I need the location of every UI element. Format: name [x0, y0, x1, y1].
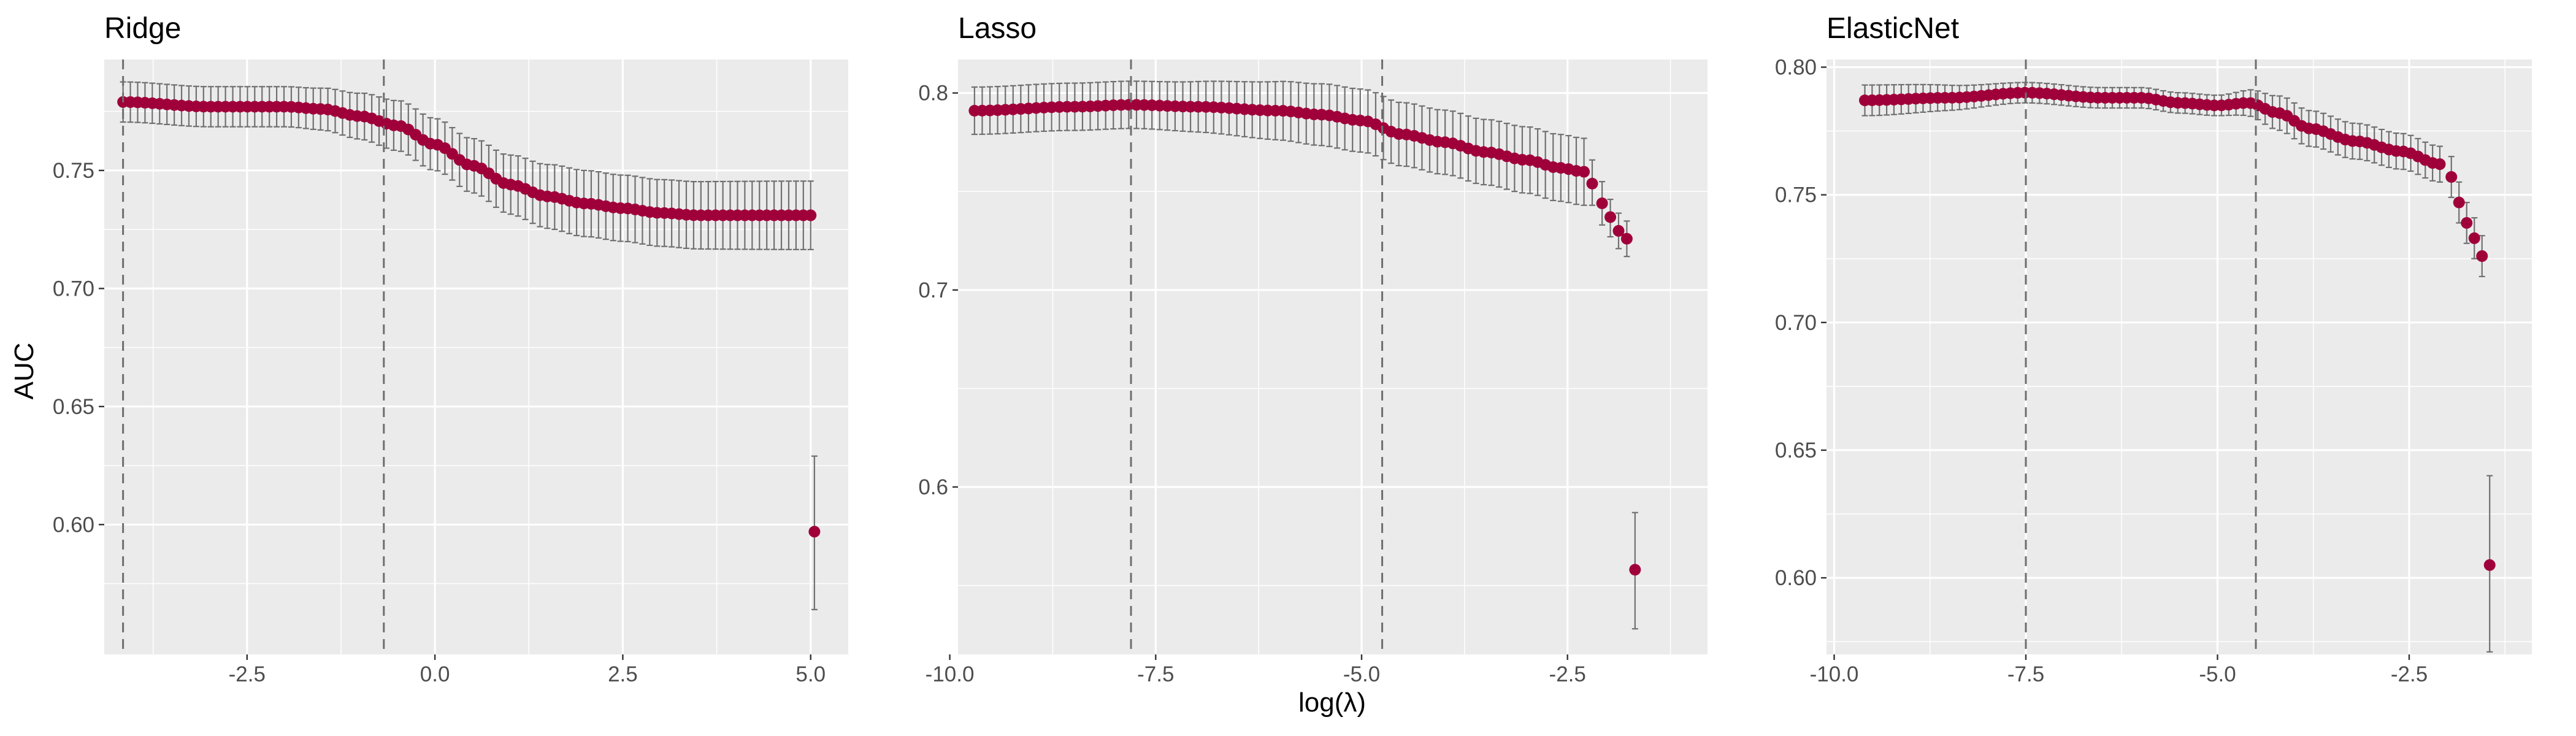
data-point	[1586, 177, 1598, 190]
x-tick-label: -10.0	[926, 662, 975, 686]
y-tick-label: 0.80	[1775, 55, 1817, 79]
panel-title-elasticnet: ElasticNet	[1827, 12, 1959, 45]
y-tick-label: 0.6	[918, 475, 948, 499]
x-tick-label: 0.0	[420, 662, 450, 686]
x-tick-label: -2.5	[1549, 662, 1586, 686]
y-axis-title: AUC	[9, 343, 39, 400]
x-tick-label: -5.0	[1343, 662, 1380, 686]
x-tick-label: 5.0	[795, 662, 826, 686]
x-tick-label: -7.5	[1137, 662, 1174, 686]
y-tick-label: 0.65	[1775, 439, 1817, 462]
data-point	[1596, 197, 1608, 209]
x-axis-title: log(λ)	[1298, 688, 1366, 718]
data-point	[1578, 166, 1590, 178]
points-elasticnet	[1859, 86, 2496, 571]
data-point	[808, 526, 821, 538]
x-tick-label: -2.5	[2391, 662, 2428, 686]
panel-title-ridge: Ridge	[104, 12, 181, 45]
data-point	[2461, 217, 2473, 229]
panel-elasticnet: ElasticNet -10.0 -7.5 -5.0 -2.5 0.60 0.65 0.70 0…	[1775, 12, 2532, 686]
y-tick-label: 0.7	[918, 278, 948, 302]
x-tick-label: -7.5	[2007, 662, 2044, 686]
y-tick-label: 0.65	[53, 395, 94, 419]
x-tick-label: -10.0	[1810, 662, 1859, 686]
plot-area-ridge	[104, 59, 848, 654]
data-point	[2476, 250, 2488, 263]
y-tick-label: 0.70	[1775, 311, 1817, 335]
y-tick-label: 0.75	[1775, 183, 1817, 207]
data-point	[2483, 559, 2496, 571]
facet-panels: Ridge -2.5 0.0 2.5 5.0 0.60 0.65 0.70 0.75 Lasso -…	[53, 12, 2532, 686]
y-tick-label: 0.8	[918, 82, 948, 105]
x-tick-label: -5.0	[2199, 662, 2236, 686]
data-point	[2468, 232, 2480, 244]
data-point	[2434, 158, 2446, 171]
data-point	[1604, 211, 1617, 223]
points-ridge	[117, 96, 821, 538]
data-point	[805, 209, 817, 221]
x-tick-label: 2.5	[608, 662, 638, 686]
x-tick-label: -2.5	[229, 662, 266, 686]
y-tick-label: 0.60	[1775, 566, 1817, 590]
plot-area-elasticnet	[1827, 59, 2532, 654]
plot-area-lasso	[958, 59, 1708, 654]
data-point	[1612, 224, 1625, 237]
panel-title-lasso: Lasso	[958, 12, 1037, 45]
data-point	[1620, 232, 1633, 245]
y-tick-label: 0.70	[53, 277, 94, 301]
data-point	[1629, 564, 1641, 576]
data-point	[2445, 171, 2458, 183]
panel-ridge: Ridge -2.5 0.0 2.5 5.0 0.60 0.65 0.70 0.75	[53, 12, 848, 686]
points-lasso	[968, 99, 1641, 576]
panel-lasso: Lasso -10.0 -7.5 -5.0 -2.5 0.6 0.7 0.8	[918, 12, 1708, 686]
y-tick-label: 0.60	[53, 513, 94, 537]
data-point	[2453, 196, 2465, 209]
y-tick-label: 0.75	[53, 159, 94, 183]
